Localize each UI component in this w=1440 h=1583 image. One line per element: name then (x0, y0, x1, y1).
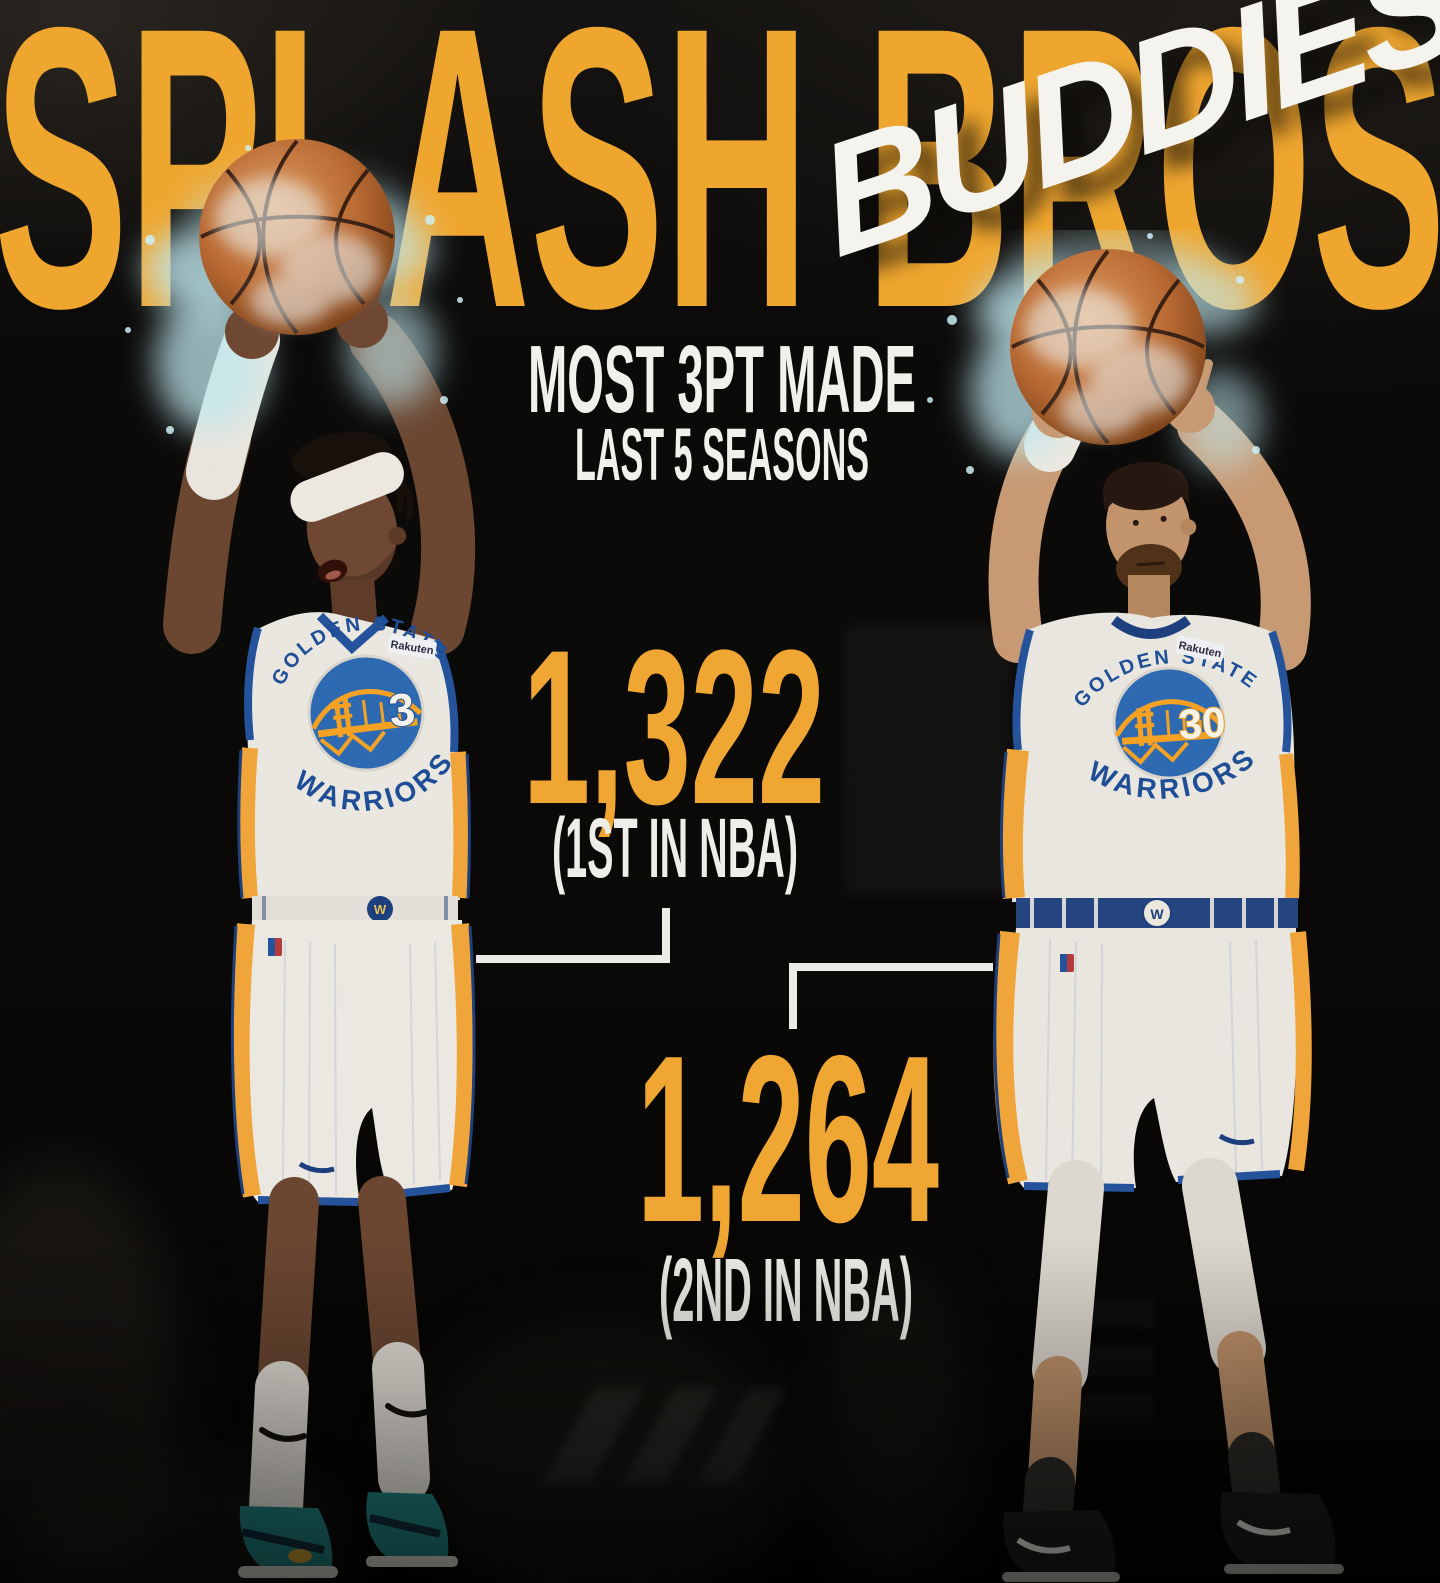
subtitle-line2: LAST 5 SEASONS (575, 413, 869, 496)
connector-bracket-left (476, 908, 670, 963)
stat-right-rank: (2ND IN NBA) (659, 1241, 913, 1341)
connector-bracket-right (789, 963, 993, 1029)
stat-left-rank: (1ST IN NBA) (552, 801, 798, 895)
stat-right-value: 1,264 (637, 1007, 939, 1272)
